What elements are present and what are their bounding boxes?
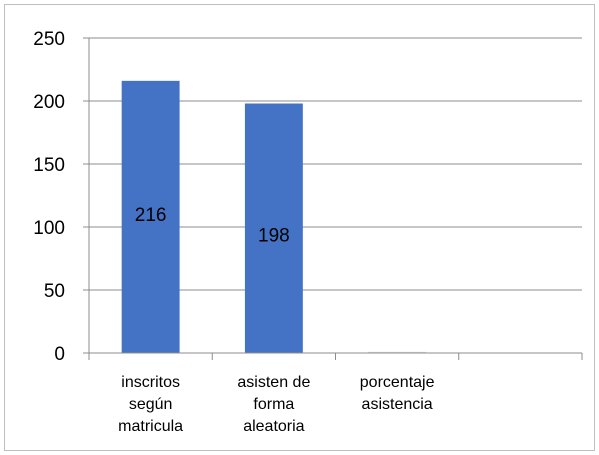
bar bbox=[368, 351, 427, 353]
x-category-label: forma bbox=[253, 396, 294, 413]
x-category-label: matricula bbox=[118, 418, 183, 435]
x-category-label: porcentaje bbox=[360, 374, 435, 391]
y-tick-label: 200 bbox=[33, 92, 65, 113]
x-category-label: asisten de bbox=[237, 374, 310, 391]
y-tick-label: 0 bbox=[54, 344, 65, 365]
x-category-label: asistencia bbox=[362, 396, 433, 413]
data-label: 216 bbox=[135, 205, 167, 226]
data-label: 198 bbox=[258, 225, 290, 246]
y-tick-label: 100 bbox=[33, 218, 65, 239]
labels: 0 50 100 150 200 250 216 inscritos según matricul… bbox=[33, 29, 434, 435]
y-tick-label: 250 bbox=[33, 29, 65, 50]
axes bbox=[83, 37, 583, 360]
x-category-label: aleatoria bbox=[243, 418, 304, 435]
y-tick-label: 150 bbox=[33, 155, 65, 176]
bar bbox=[121, 80, 180, 353]
x-category-label: según bbox=[129, 396, 173, 413]
x-category-label: inscritos bbox=[121, 374, 180, 391]
bars bbox=[121, 80, 427, 354]
y-tick-label: 50 bbox=[44, 281, 65, 302]
bar bbox=[244, 103, 303, 354]
